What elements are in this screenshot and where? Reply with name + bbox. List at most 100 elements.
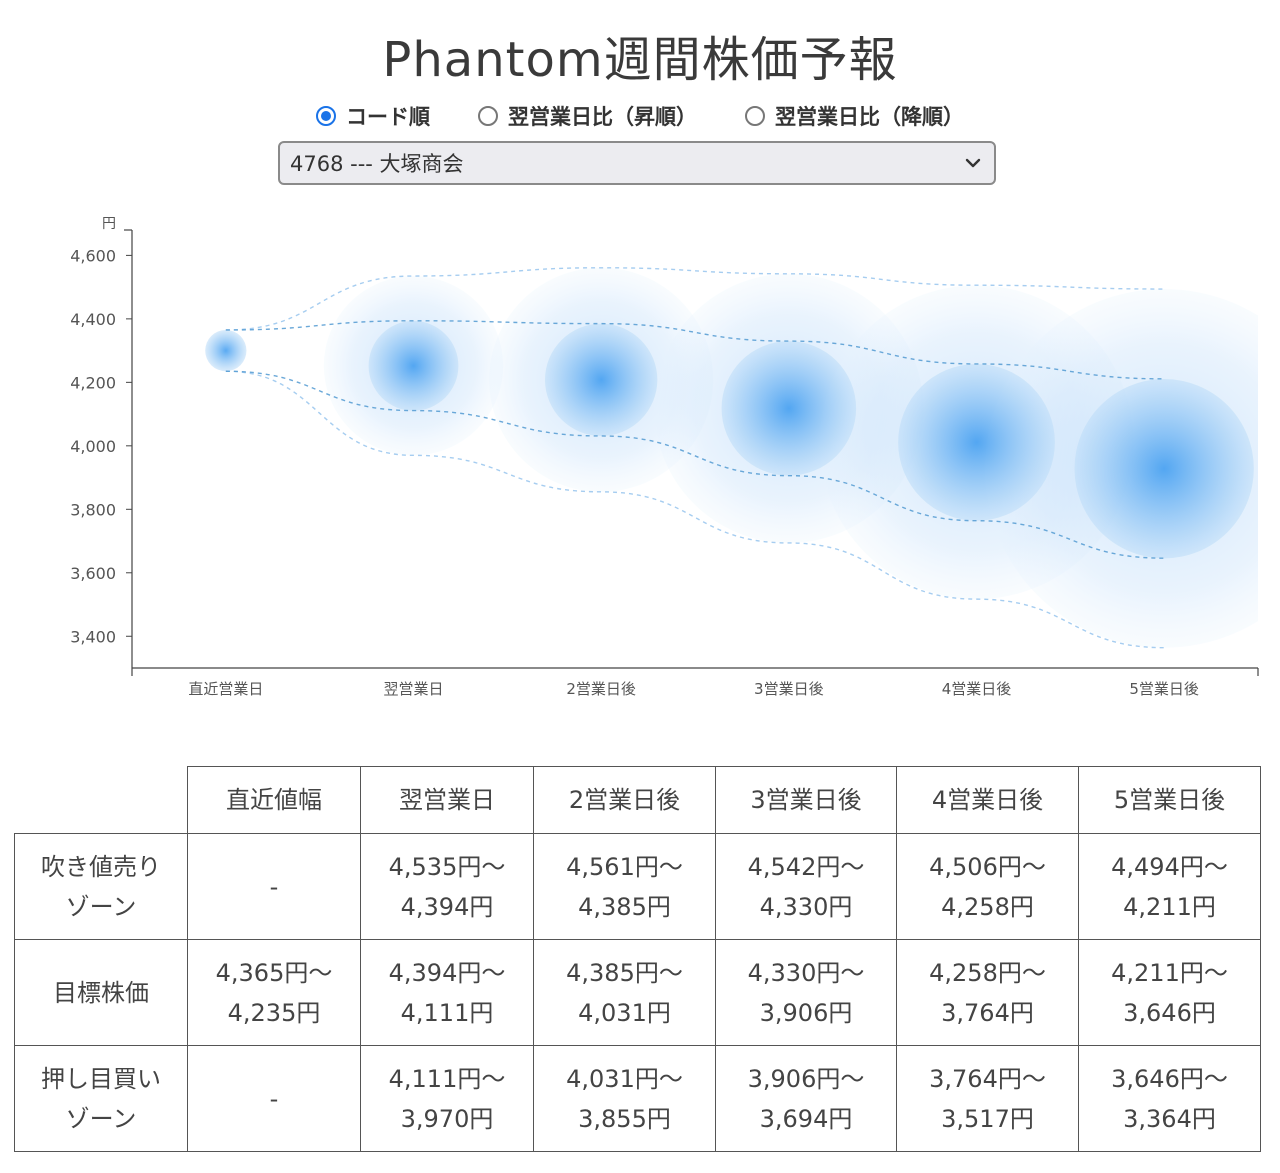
row-label: 吹き値売り ゾーン	[14, 833, 188, 940]
cell-line: 4,385円〜	[566, 958, 683, 987]
table-cell: 4,561円〜 4,385円	[533, 833, 716, 940]
cell-line: 3,906円	[759, 998, 853, 1027]
table-cell: 4,258円〜 3,764円	[896, 939, 1079, 1046]
sort-option-next-day-desc[interactable]: 翌営業日比（降順）	[745, 101, 964, 131]
table-cell: 4,330円〜 3,906円	[715, 939, 897, 1046]
target-lower-line	[225, 370, 1165, 559]
row-label-line: 吹き値売り	[41, 852, 161, 881]
row-label-line: ゾーン	[65, 1104, 137, 1133]
cell-line: 4,111円〜	[388, 1064, 506, 1093]
target-upper-line	[225, 320, 1165, 380]
target-bubble	[898, 363, 1055, 521]
cell-line: 4,211円	[1123, 892, 1216, 921]
cell-line: 3,764円〜	[929, 1064, 1046, 1093]
table-header-row: 直近値幅 翌営業日 2営業日後 3営業日後 4営業日後 5営業日後	[14, 766, 1261, 834]
y-tick-label: 4,200	[70, 373, 116, 392]
x-tick-label: 直近営業日	[188, 680, 263, 698]
chevron-down-icon	[965, 158, 981, 168]
table-cell: 4,506円〜 4,258円	[896, 833, 1079, 940]
outer-upper-line	[225, 267, 1165, 331]
target-bubble	[1074, 379, 1254, 559]
cell-line: 3,694円	[759, 1104, 853, 1133]
sort-option-next-day-asc[interactable]: 翌営業日比（昇順）	[478, 101, 697, 131]
y-tick-label: 3,800	[70, 500, 116, 519]
cell-line: 4,394円	[400, 892, 494, 921]
cell-line: 4,542円〜	[747, 852, 865, 881]
sort-options: コード順 翌営業日比（昇順） 翌営業日比（降順）	[0, 100, 1280, 132]
forecast-table-wrap: 直近値幅 翌営業日 2営業日後 3営業日後 4営業日後 5営業日後 吹き値売りゾ…	[14, 766, 1261, 1152]
radio-unchecked-icon	[745, 106, 765, 126]
row-label: 押し目買い ゾーン	[14, 1045, 188, 1152]
page-title: Phantom週間株価予報	[382, 32, 898, 88]
cell-line: -	[269, 872, 279, 901]
table-cell: 3,906円〜 3,694円	[715, 1045, 897, 1152]
table-cell: 4,494円〜 4,211円	[1078, 833, 1261, 940]
table-cell: 4,535円〜 4,394円	[360, 833, 534, 940]
table-header-cell: 4営業日後	[896, 766, 1079, 834]
x-tick-label: 2営業日後	[566, 680, 636, 698]
cell-line: 4,385円	[578, 892, 671, 921]
y-tick-label: 3,400	[70, 627, 116, 646]
table-header-empty	[14, 766, 188, 834]
table-cell: 4,031円〜 3,855円	[533, 1045, 716, 1152]
cell-line: 4,258円〜	[929, 958, 1046, 987]
table-row-buy-zone: 押し目買いゾーン - 4,111円〜 3,970円 4,031円〜 3,855円 3…	[14, 1045, 1261, 1152]
table-cell: 4,211円〜 3,646円	[1078, 939, 1261, 1046]
row-label-line: 押し目買い	[41, 1064, 161, 1093]
outer-lower-line	[225, 370, 1165, 649]
cell-line: 4,365円〜	[215, 958, 333, 987]
radio-unchecked-icon	[478, 106, 498, 126]
cell-line: 4,258円	[941, 892, 1034, 921]
table-cell: 4,111円〜 3,970円	[360, 1045, 534, 1152]
cell-line: 3,855円	[578, 1104, 671, 1133]
table-cell: 3,764円〜 3,517円	[896, 1045, 1079, 1152]
target-bubble	[368, 320, 459, 411]
table-cell: 3,646円〜 3,364円	[1078, 1045, 1261, 1152]
radio-checked-icon	[316, 106, 336, 126]
y-tick-label: 4,400	[70, 310, 116, 329]
sort-option-code[interactable]: コード順	[316, 101, 430, 131]
target-bubble	[721, 341, 857, 476]
stock-select[interactable]: 4768 --- 大塚商会	[278, 141, 996, 185]
table-header-cell: 5営業日後	[1078, 766, 1261, 834]
cell-line: 3,764円	[941, 998, 1034, 1027]
stock-select-value: 4768 --- 大塚商会	[290, 152, 464, 176]
y-tick-label: 4,600	[70, 246, 116, 265]
cell-line: 4,561円〜	[566, 852, 683, 881]
table-row-sell-zone: 吹き値売りゾーン - 4,535円〜 4,394円 4,561円〜 4,385円 4…	[14, 833, 1261, 940]
cell-line: 4,506円〜	[929, 852, 1046, 881]
cell-line: -	[269, 1084, 279, 1113]
y-tick-label: 3,600	[70, 564, 116, 583]
cell-line: 4,394円〜	[388, 958, 506, 987]
table-cell: 4,394円〜 4,111円	[360, 939, 534, 1046]
sort-option-label: 翌営業日比（降順）	[775, 105, 964, 129]
table-row-target-price: 目標株価 4,365円〜 4,235円 4,394円〜 4,111円 4,385円〜…	[14, 939, 1261, 1046]
y-tick-label: 4,000	[70, 437, 116, 456]
row-label-line: ゾーン	[65, 892, 137, 921]
cell-line: 4,494円〜	[1111, 852, 1228, 881]
table-header-cell: 直近値幅	[187, 766, 361, 834]
table-cell: 4,365円〜 4,235円	[187, 939, 361, 1046]
target-bubble	[205, 329, 247, 372]
cell-line: 4,031円	[578, 998, 671, 1027]
forecast-chart: 円 3,400 3,600 3,800 4,000 4,200 4,400 4,600 直近営業…	[70, 216, 1259, 698]
cell-line: 3,364円	[1123, 1104, 1216, 1133]
table-header-cell: 3営業日後	[715, 766, 897, 834]
sort-option-label: 翌営業日比（昇順）	[508, 105, 697, 129]
cell-line: 3,646円〜	[1111, 1064, 1228, 1093]
x-tick-label: 翌営業日	[383, 680, 443, 698]
cell-line: 3,906円〜	[747, 1064, 865, 1093]
cell-line: 4,330円〜	[747, 958, 865, 987]
cell-line: 4,535円〜	[388, 852, 506, 881]
row-label-line: 目標株価	[53, 978, 149, 1007]
x-tick-label: 3営業日後	[754, 680, 824, 698]
table-header-cell: 2営業日後	[533, 766, 716, 834]
target-bubble	[544, 323, 658, 436]
cell-line: 3,646円	[1123, 998, 1216, 1027]
x-tick-label: 5営業日後	[1129, 680, 1199, 698]
sort-option-label: コード順	[346, 105, 430, 129]
cell-line: 3,517円	[941, 1104, 1034, 1133]
table-cell: 4,385円〜 4,031円	[533, 939, 716, 1046]
cell-line: 4,330円	[759, 892, 853, 921]
row-label: 目標株価	[14, 939, 188, 1046]
